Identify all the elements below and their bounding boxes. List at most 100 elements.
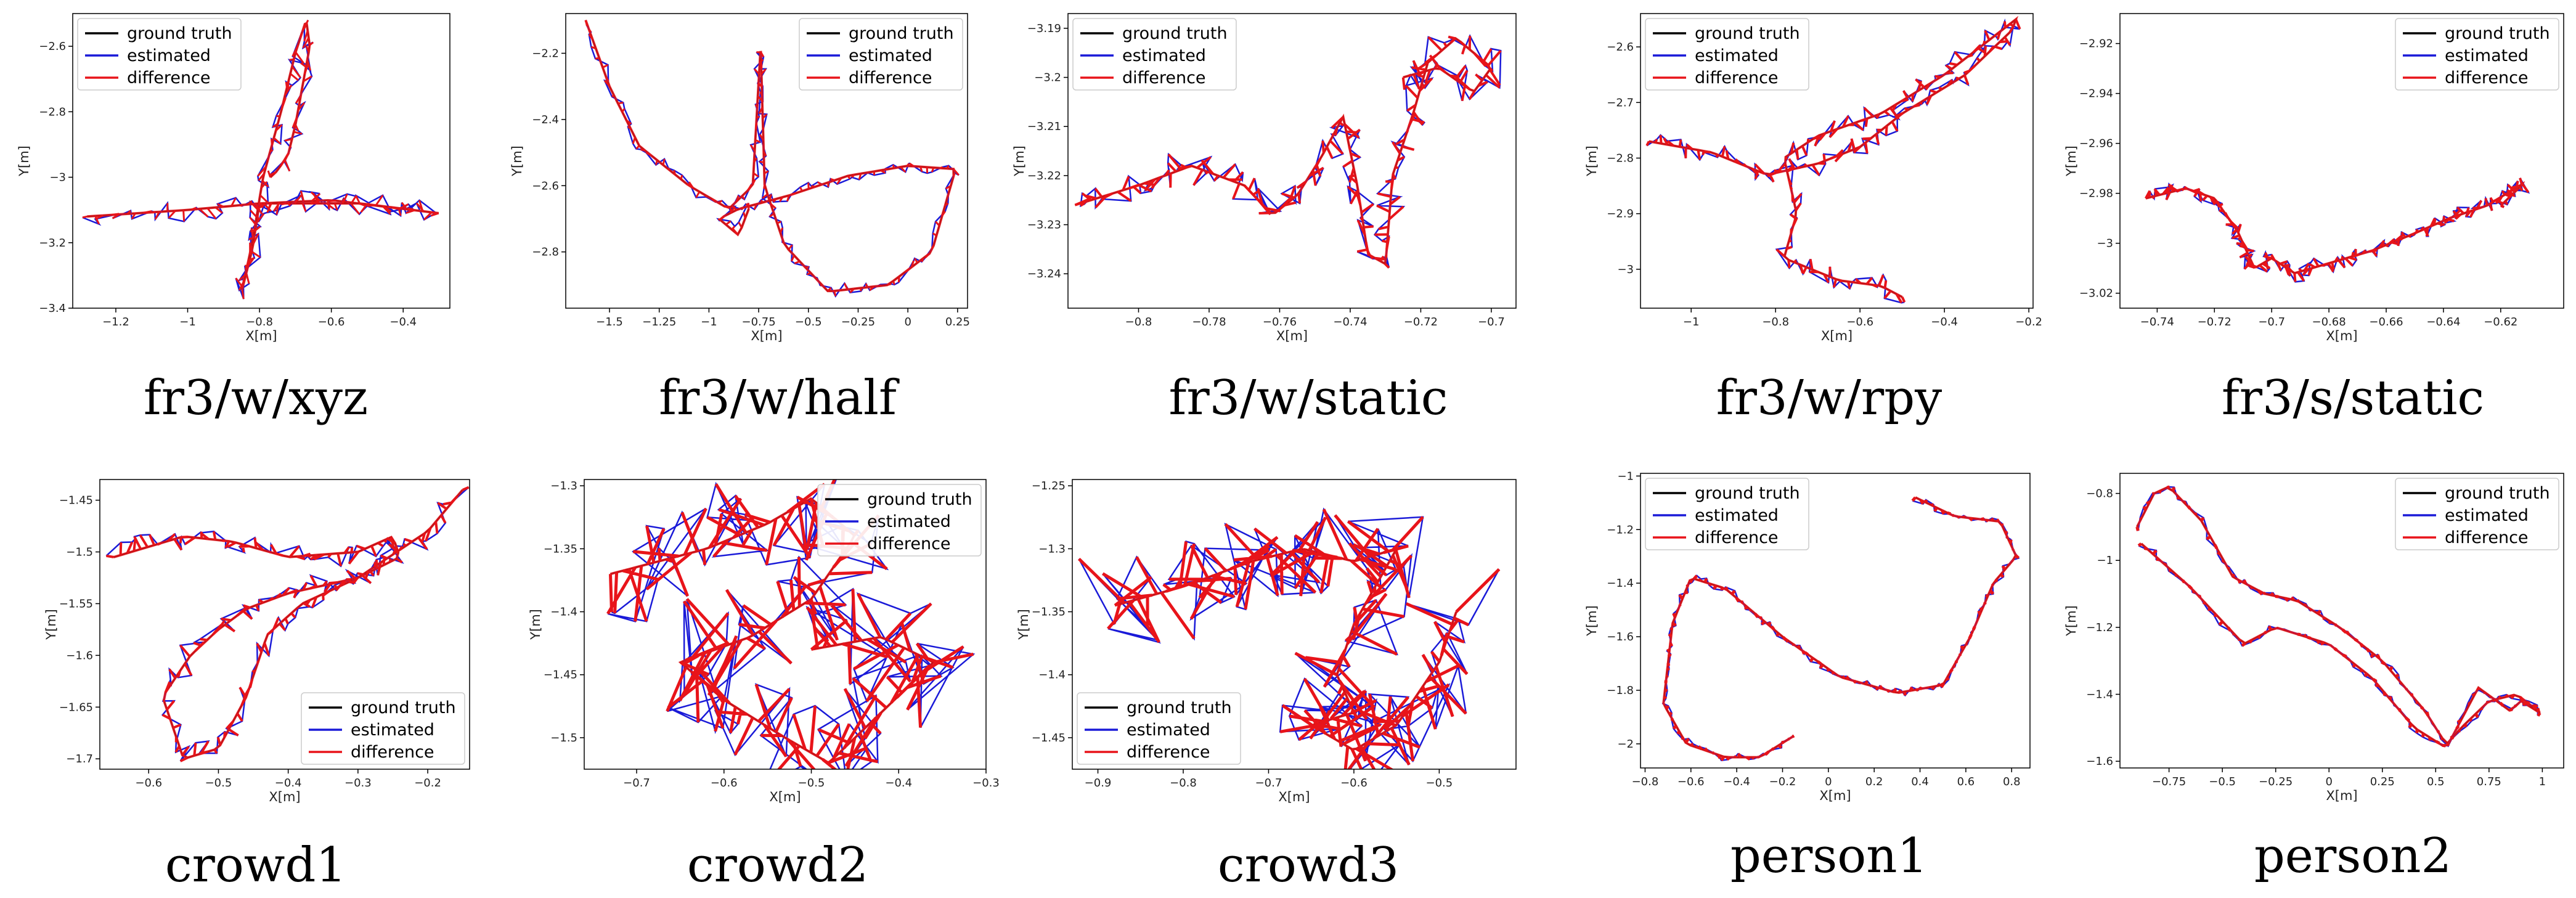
chart-caption: fr3/w/rpy xyxy=(1716,370,1942,426)
legend-label: difference xyxy=(2445,528,2529,547)
y-axis-label: Y[m] xyxy=(17,145,31,177)
legend-label: difference xyxy=(1127,743,1210,762)
x-tick-label: 0.25 xyxy=(2370,775,2395,788)
y-axis-label: Y[m] xyxy=(1016,609,1031,640)
chart-caption: crowd2 xyxy=(687,838,868,893)
x-tick-label: −0.25 xyxy=(2259,775,2293,788)
chart-fr3-w-xyz: −1.2 −1 −0.8 −0.6 −0.4 −3.4 −3.2 −3 −2.8 −2.6 X[m]… xyxy=(17,13,450,426)
y-tick-label: −2.92 xyxy=(2079,38,2113,51)
plot-lines xyxy=(1074,34,1502,269)
plot-frame xyxy=(1640,473,2031,769)
legend-label: estimated xyxy=(1695,46,1779,65)
x-tick-label: −0.75 xyxy=(2152,775,2186,788)
x-tick-label: −0.8 xyxy=(1170,777,1197,790)
plot-frame xyxy=(584,479,987,770)
y-tick-label: −1.2 xyxy=(2086,621,2113,634)
legend-label: ground truth xyxy=(2445,484,2550,503)
x-tick-label: −0.6 xyxy=(711,777,738,790)
y-tick-label: −1.5 xyxy=(550,732,577,745)
x-tick-label: −0.3 xyxy=(344,777,372,790)
x-tick-label: −0.7 xyxy=(1478,316,1505,329)
legend-label: ground truth xyxy=(351,698,456,717)
legend: ground truth estimated difference xyxy=(1072,18,1237,91)
y-tick-label: −1.35 xyxy=(544,542,577,555)
legend-label: estimated xyxy=(849,46,932,65)
x-tick-label: 0.8 xyxy=(2003,775,2021,788)
y-axis-label: Y[m] xyxy=(2064,145,2079,177)
x-tick-label: −0.78 xyxy=(1192,316,1226,329)
y-tick-label: −1.6 xyxy=(1607,631,1634,643)
plot-frame xyxy=(1067,13,1517,309)
x-tick-label: −0.8 xyxy=(1125,316,1152,329)
legend-label: ground truth xyxy=(867,490,972,509)
chart-crowd3: −0.9 −0.8 −0.7 −0.6 −0.5 −1.45 −1.4 −1.35 −1.3 −1… xyxy=(1016,479,1517,893)
x-tick-label: −0.7 xyxy=(623,777,650,790)
y-tick-label: −3.2 xyxy=(1034,71,1061,84)
chart-fr3-w-half: −1.5 −1.25 −1 −0.75 −0.5 −0.25 0 0.25 −2.8 −2.6 −2… xyxy=(510,13,970,426)
y-tick-label: −0.8 xyxy=(2086,488,2113,500)
y-tick-label: −3.4 xyxy=(39,302,66,315)
legend-label: estimated xyxy=(2445,46,2529,65)
difference-trace xyxy=(609,497,935,764)
plot-lines xyxy=(82,20,439,300)
chart-caption: person2 xyxy=(2254,828,2452,884)
x-tick-label: −0.9 xyxy=(1085,777,1112,790)
y-tick-label: −1.45 xyxy=(59,494,93,507)
y-tick-label: −3 xyxy=(49,171,66,184)
x-tick-label: −0.66 xyxy=(2369,316,2403,329)
y-tick-label: −3.22 xyxy=(1027,169,1061,182)
legend-box xyxy=(1077,692,1241,765)
legend-box xyxy=(2395,18,2559,91)
y-tick-label: −1.8 xyxy=(1607,684,1634,697)
y-tick-label: −1.4 xyxy=(2086,688,2113,701)
x-axis-label: X[m] xyxy=(245,329,277,343)
y-tick-label: −3.24 xyxy=(1027,267,1061,280)
legend: ground truth estimated difference xyxy=(1645,18,1809,91)
legend-box xyxy=(301,692,465,765)
legend-label: ground truth xyxy=(849,24,954,43)
y-tick-label: −1.5 xyxy=(66,546,93,559)
x-tick-label: −0.6 xyxy=(1340,777,1367,790)
plot-lines xyxy=(584,20,960,298)
chart-person1: −0.8 −0.6 −0.4 −0.2 0 0.2 0.4 0.6 0.8 −2 −1.8 −1.6 −… xyxy=(1584,470,2031,884)
difference-trace xyxy=(1074,36,1491,266)
x-tick-label: 0.2 xyxy=(1865,775,1883,788)
plot-lines xyxy=(1661,496,2020,762)
y-tick-label: −1.25 xyxy=(1032,480,1066,492)
legend: ground truth estimated difference xyxy=(1645,478,1809,550)
y-axis-label: Y[m] xyxy=(2064,605,2079,637)
legend-box xyxy=(1645,18,1809,91)
estimated-line xyxy=(2149,178,2530,283)
legend-label: ground truth xyxy=(1695,484,1800,503)
legend-label: ground truth xyxy=(1127,698,1232,717)
chart-fr3-w-static: −0.8 −0.78 −0.76 −0.74 −0.72 −0.7 −3.24 −3.23 −3… xyxy=(1012,13,1517,426)
x-axis-label: X[m] xyxy=(1821,329,1853,343)
x-tick-label: −0.25 xyxy=(841,316,875,329)
chart-caption: crowd3 xyxy=(1218,838,1399,893)
x-tick-label: −0.6 xyxy=(1846,316,1873,329)
y-tick-label: −3.19 xyxy=(1027,22,1061,35)
chart-caption: fr3/w/static xyxy=(1169,370,1448,426)
legend-label: difference xyxy=(351,743,434,762)
chart-crowd1: −0.6 −0.5 −0.4 −0.3 −0.2 −1.7 −1.65 −1.6 −1.55 −1… xyxy=(44,479,470,893)
plot-lines xyxy=(2135,485,2541,748)
x-tick-label: −0.5 xyxy=(205,777,232,790)
y-axis-label: Y[m] xyxy=(1012,145,1027,177)
difference-trace xyxy=(1649,15,2019,298)
legend-box xyxy=(799,18,963,91)
x-tick-label: 0 xyxy=(2326,775,2333,788)
x-tick-label: −0.4 xyxy=(885,777,912,790)
y-tick-label: −2.8 xyxy=(39,105,66,118)
legend-box xyxy=(817,484,982,557)
y-tick-label: −1.6 xyxy=(66,649,93,662)
ground-truth-line xyxy=(2145,182,2524,274)
y-tick-label: −2.6 xyxy=(532,179,559,192)
chart-caption: fr3/s/static xyxy=(2222,370,2484,426)
y-axis-label: Y[m] xyxy=(44,609,59,640)
y-tick-label: −1.45 xyxy=(544,669,577,682)
plot-frame xyxy=(2119,473,2564,769)
y-axis-label: Y[m] xyxy=(510,145,524,177)
legend-label: estimated xyxy=(1122,46,1206,65)
x-tick-label: −0.3 xyxy=(972,777,1000,790)
x-tick-label: 0.25 xyxy=(945,316,970,329)
